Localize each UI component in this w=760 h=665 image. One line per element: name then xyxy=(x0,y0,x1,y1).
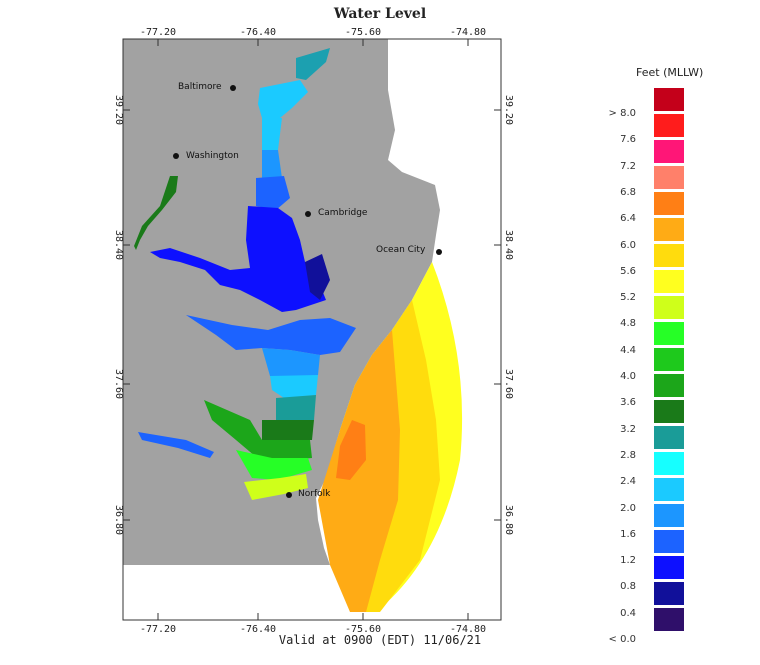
legend-label: 2.8 xyxy=(620,449,636,461)
legend-swatch xyxy=(654,582,684,605)
lat-label-left: 36.80 xyxy=(113,505,124,535)
city-label: Baltimore xyxy=(178,82,222,92)
legend-label: 6.4 xyxy=(620,213,636,225)
city-marker xyxy=(286,492,292,498)
legend-label: 7.6 xyxy=(620,134,636,146)
lon-label-top: -75.60 xyxy=(345,27,381,38)
lat-label-right: 38.40 xyxy=(503,230,514,260)
legend-swatch xyxy=(654,244,684,267)
legend-label: 6.0 xyxy=(620,239,636,251)
city-cambridge: Cambridge xyxy=(305,208,368,218)
legend-label: 2.4 xyxy=(620,476,636,488)
lat-label-left: 37.60 xyxy=(113,369,124,399)
legend-swatch xyxy=(654,218,684,241)
lon-label-bottom: -77.20 xyxy=(140,624,176,635)
legend-label: 6.8 xyxy=(620,186,636,198)
lon-label-bottom: -75.60 xyxy=(345,624,381,635)
city-marker xyxy=(230,85,236,91)
legend-swatch xyxy=(654,426,684,449)
legend-label: 7.2 xyxy=(620,160,636,172)
city-washington: Washington xyxy=(173,151,239,161)
bay-water xyxy=(134,48,356,500)
city-ocean-city: Ocean City xyxy=(376,245,442,255)
lon-ticks-bottom xyxy=(157,613,469,620)
city-label: Ocean City xyxy=(376,245,426,255)
legend-swatch xyxy=(654,530,684,553)
lat-label-right: 37.60 xyxy=(503,369,514,399)
legend-swatch xyxy=(654,114,684,137)
legend-label: 2.0 xyxy=(620,502,636,514)
legend-label: 4.8 xyxy=(620,318,636,330)
lat-label-left: 38.40 xyxy=(113,230,124,260)
lon-label-top: -76.40 xyxy=(240,27,276,38)
lat-label-right: 36.80 xyxy=(503,505,514,535)
legend-label: 4.0 xyxy=(620,371,636,382)
legend-color-bar xyxy=(654,88,684,634)
legend-swatch xyxy=(654,556,684,579)
legend-swatch xyxy=(654,348,684,371)
city-label: Washington xyxy=(186,151,239,161)
lon-label-top: -74.80 xyxy=(450,27,486,38)
map-frame xyxy=(122,38,502,621)
legend-swatch xyxy=(654,270,684,293)
city-marker xyxy=(436,249,442,255)
legend-swatch xyxy=(654,322,684,345)
lon-label-bottom: -74.80 xyxy=(450,624,486,635)
valid-time-label: Valid at 0900 (EDT) 11/06/21 xyxy=(278,633,482,647)
legend-label: 1.2 xyxy=(620,555,636,567)
legend-title: Feet (MLLW) xyxy=(636,66,704,79)
city-baltimore: Baltimore xyxy=(178,82,236,92)
legend-swatch xyxy=(654,478,684,501)
legend-label: 3.6 xyxy=(620,397,636,409)
legend-swatch xyxy=(654,374,684,397)
city-label: Cambridge xyxy=(318,208,368,218)
legend-label: < 0.0 xyxy=(608,634,636,645)
ocean-surge-field xyxy=(318,262,463,612)
lat-label-left: 39.20 xyxy=(113,95,124,125)
lon-ticks-top xyxy=(157,39,469,46)
legend-swatch xyxy=(654,140,684,163)
legend-swatch xyxy=(654,608,684,631)
legend-swatch xyxy=(654,504,684,527)
city-marker xyxy=(305,211,311,217)
lon-label-top: -77.20 xyxy=(140,27,176,38)
legend-swatch xyxy=(654,166,684,189)
city-label: Norfolk xyxy=(298,489,331,499)
legend-label: > 8.0 xyxy=(608,108,636,119)
legend-swatch xyxy=(654,452,684,475)
legend-label: 5.2 xyxy=(620,292,636,304)
legend-label: 0.4 xyxy=(620,607,636,619)
legend-label: 1.6 xyxy=(620,528,636,540)
lon-label-bottom: -76.40 xyxy=(240,624,276,635)
lat-label-right: 39.20 xyxy=(503,95,514,125)
legend-swatch xyxy=(654,192,684,215)
legend-swatch xyxy=(654,88,684,111)
map-title: Water Level xyxy=(333,6,427,22)
legend-label: 3.2 xyxy=(620,423,636,435)
city-marker xyxy=(173,153,179,159)
legend-swatch xyxy=(654,296,684,319)
legend-label: 5.6 xyxy=(620,265,636,277)
city-norfolk: Norfolk xyxy=(286,489,331,499)
legend-label: 0.8 xyxy=(620,581,636,593)
lat-ticks xyxy=(123,109,501,521)
legend-label: 4.4 xyxy=(620,344,636,356)
legend-swatch xyxy=(654,400,684,423)
